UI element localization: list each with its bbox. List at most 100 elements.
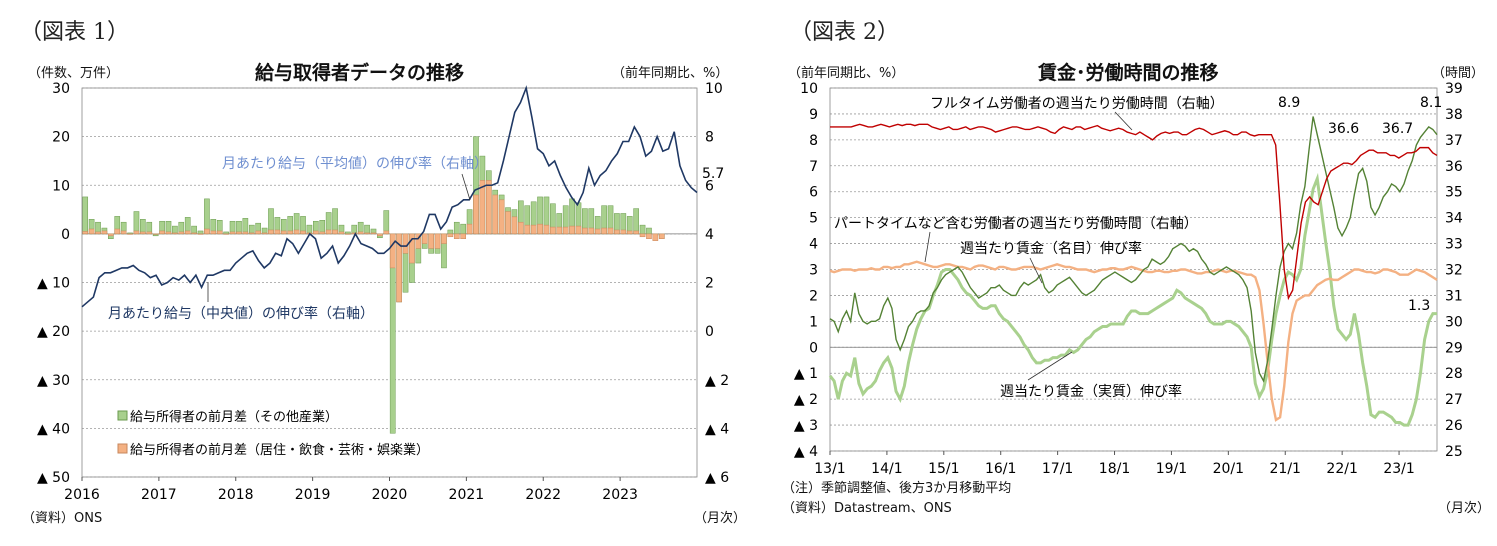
y-left-tick-label: 10 bbox=[52, 178, 70, 194]
y-right-tick-label: 36 bbox=[1445, 159, 1463, 175]
bar-leisure-hospitality bbox=[537, 223, 543, 235]
all-workers-hours-line bbox=[829, 260, 1438, 422]
bar-leisure-hospitality bbox=[370, 232, 377, 235]
bar-other-industries bbox=[197, 230, 204, 235]
fulltime-hours-line bbox=[830, 123, 1438, 301]
note-2: （注）季節調整値、後方3か月移動平均 bbox=[782, 481, 1012, 496]
bar-leisure-hospitality bbox=[229, 231, 236, 235]
bar-leisure-hospitality bbox=[453, 233, 460, 239]
bar-leisure-hospitality bbox=[95, 231, 101, 235]
y-left-tick-label: ▲ 30 bbox=[37, 373, 70, 389]
bar-leisure-hospitality bbox=[242, 231, 249, 235]
annotation-mean-pay: 月あたり給与（平均値）の伸び率（右軸） bbox=[222, 155, 488, 172]
bar-leisure-hospitality bbox=[287, 230, 294, 235]
bar-leisure-hospitality bbox=[248, 232, 255, 235]
chart-panel-2: （図表 2） 賃金･労働時間の推移 （前年同期比、%） （時間） （注）季節調整… bbox=[760, 0, 1497, 546]
bar-leisure-hospitality bbox=[255, 230, 261, 235]
x-tick-label: 20/1 bbox=[1213, 461, 1244, 477]
nominal-wage-growth-line bbox=[829, 116, 1438, 384]
y-right-tick-label: 30 bbox=[1445, 314, 1463, 330]
y-left-tick-label: 10 bbox=[800, 81, 818, 97]
bar-other-industries bbox=[306, 224, 313, 235]
bar-other-industries bbox=[383, 210, 390, 235]
x-tick-label: 21/1 bbox=[1270, 461, 1301, 477]
y-right-tick-label: 6 bbox=[705, 178, 714, 194]
x-tick-label: 2019 bbox=[295, 487, 331, 503]
bar-other-industries bbox=[453, 221, 460, 235]
bar-leisure-hospitality bbox=[108, 233, 114, 237]
y-left-tick-label: 7 bbox=[809, 159, 818, 175]
bar-leisure-hospitality bbox=[152, 233, 159, 235]
bar-leisure-hospitality bbox=[191, 232, 197, 235]
bar-other-industries bbox=[447, 229, 454, 235]
bar-other-industries bbox=[345, 231, 351, 235]
bar-leisure-hospitality bbox=[588, 227, 595, 235]
bar-leisure-hospitality bbox=[652, 233, 659, 241]
bar-other-industries bbox=[460, 223, 466, 235]
bar-leisure-hospitality bbox=[383, 230, 390, 235]
bar-leisure-hospitality bbox=[460, 233, 466, 239]
annotation-leader bbox=[924, 231, 931, 263]
bar-other-industries bbox=[646, 227, 652, 235]
figure-label-1: （図表 1） bbox=[20, 20, 129, 45]
bar-leisure-hospitality bbox=[389, 233, 396, 269]
annotation-last-value: 5.7 bbox=[702, 166, 724, 182]
bar-leisure-hospitality bbox=[216, 230, 223, 235]
bar-leisure-hospitality bbox=[274, 229, 281, 235]
bar-other-industries bbox=[82, 196, 89, 235]
figure-label-2: （図表 2） bbox=[790, 20, 899, 45]
y-right-tick-label: 28 bbox=[1445, 366, 1463, 382]
y-right-tick-label: 4 bbox=[705, 227, 714, 243]
bar-other-industries bbox=[133, 211, 140, 235]
bar-leisure-hospitality bbox=[357, 231, 364, 235]
annotation-median-pay: 月あたり給与（中央値）の伸び率（右軸） bbox=[108, 305, 374, 322]
median-pay-growth-line bbox=[81, 85, 698, 308]
bar-other-industries bbox=[639, 224, 646, 235]
y-left-tick-label: 0 bbox=[809, 340, 818, 356]
bar-leisure-hospitality bbox=[441, 233, 447, 244]
legend-label-leisure: 給与所得者の前月差（居住・飲食・芸術・娯楽業） bbox=[130, 442, 429, 458]
y-right-tick-label: 25 bbox=[1445, 444, 1463, 460]
bar-other-industries bbox=[248, 224, 255, 235]
right-axis-unit-1: （前年同期比、%） bbox=[612, 66, 729, 81]
bar-leisure-hospitality bbox=[204, 228, 210, 235]
annotation-fulltime-hours: フルタイム労働者の週当たり労働時間（右軸） bbox=[930, 96, 1224, 112]
y-right-tick-label: 29 bbox=[1445, 340, 1463, 356]
x-tick-label: 2017 bbox=[141, 487, 177, 503]
bar-leisure-hospitality bbox=[280, 230, 287, 235]
bar-leisure-hospitality bbox=[325, 229, 332, 235]
value-label-367: 36.7 bbox=[1382, 121, 1413, 137]
y-right-tick-label: 37 bbox=[1445, 133, 1463, 149]
y-right-tick-label: ▲ 2 bbox=[705, 373, 729, 389]
bar-leisure-hospitality bbox=[172, 232, 178, 235]
bar-leisure-hospitality bbox=[293, 229, 300, 235]
y-left-tick-label: ▲ 40 bbox=[37, 421, 70, 437]
value-label-13: 1.3 bbox=[1408, 298, 1430, 314]
value-label-89: 8.9 bbox=[1278, 95, 1300, 111]
bar-leisure-hospitality bbox=[415, 233, 422, 249]
y-left-tick-label: 30 bbox=[52, 81, 70, 97]
y-right-tick-label: ▲ 6 bbox=[705, 470, 729, 486]
x-tick-label: 23/1 bbox=[1383, 461, 1414, 477]
bar-leisure-hospitality bbox=[639, 233, 646, 238]
bar-leisure-hospitality bbox=[402, 233, 409, 254]
bar-leisure-hospitality bbox=[428, 233, 434, 249]
bar-leisure-hospitality bbox=[127, 233, 133, 235]
annotation-nominal-wage: 週当たり賃金（名目）伸び率 bbox=[960, 240, 1142, 257]
bar-leisure-hospitality bbox=[550, 226, 556, 235]
y-right-tick-label: 26 bbox=[1445, 418, 1463, 434]
bar-leisure-hospitality bbox=[319, 231, 326, 235]
bar-leisure-hospitality bbox=[351, 232, 358, 235]
x-tick-label: 2016 bbox=[64, 487, 100, 503]
x-tick-label: 22/1 bbox=[1326, 461, 1357, 477]
bar-leisure-hospitality bbox=[511, 216, 518, 235]
bar-leisure-hospitality bbox=[530, 224, 537, 235]
value-label-366: 36.6 bbox=[1328, 121, 1359, 137]
y-left-tick-label: ▲ 2 bbox=[794, 392, 818, 408]
bar-other-industries bbox=[223, 231, 229, 235]
value-label-81: 8.1 bbox=[1420, 95, 1442, 111]
bar-leisure-hospitality bbox=[614, 229, 620, 235]
x-tick-label: 17/1 bbox=[1042, 461, 1073, 477]
annotation-leader bbox=[1029, 257, 1043, 284]
